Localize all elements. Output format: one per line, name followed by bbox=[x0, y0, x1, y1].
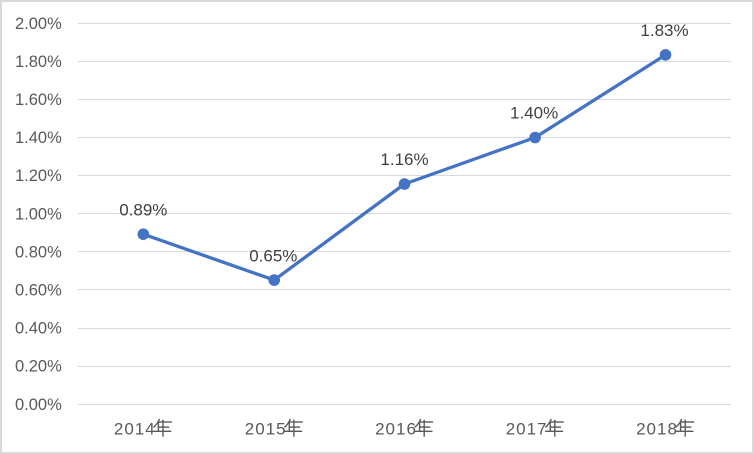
svg-text:2015: 2015 bbox=[245, 420, 287, 439]
svg-text:1.20%: 1.20% bbox=[15, 167, 62, 185]
svg-text:0.65%: 0.65% bbox=[249, 246, 297, 265]
svg-text:2014: 2014 bbox=[114, 420, 156, 439]
svg-text:1.40%: 1.40% bbox=[510, 104, 558, 123]
svg-text:0.80%: 0.80% bbox=[15, 243, 62, 261]
svg-text:0.60%: 0.60% bbox=[15, 282, 62, 300]
svg-text:1.80%: 1.80% bbox=[15, 53, 62, 71]
svg-text:2016: 2016 bbox=[375, 420, 417, 439]
svg-text:0.89%: 0.89% bbox=[119, 200, 167, 219]
svg-text:0.00%: 0.00% bbox=[15, 396, 62, 414]
svg-text:1.00%: 1.00% bbox=[15, 205, 62, 223]
svg-text:2.00%: 2.00% bbox=[15, 15, 62, 33]
svg-text:1.16%: 1.16% bbox=[380, 150, 428, 169]
svg-text:0.40%: 0.40% bbox=[15, 320, 62, 338]
svg-text:1.40%: 1.40% bbox=[15, 129, 62, 147]
svg-text:2018: 2018 bbox=[636, 420, 678, 439]
svg-text:1.60%: 1.60% bbox=[15, 91, 62, 109]
svg-text:2017: 2017 bbox=[506, 420, 548, 439]
svg-text:0.20%: 0.20% bbox=[15, 358, 62, 376]
svg-text:1.83%: 1.83% bbox=[640, 21, 688, 40]
